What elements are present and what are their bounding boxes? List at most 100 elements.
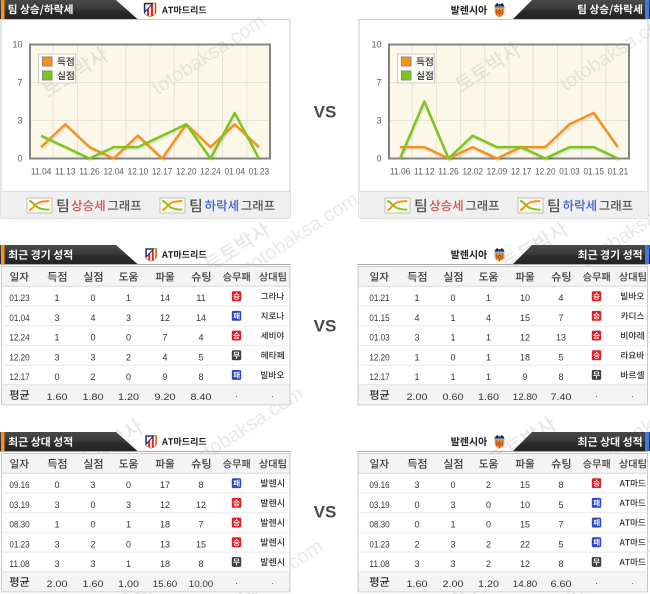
svg-text:01.15: 01.15 — [583, 167, 604, 177]
svg-text:2: 2 — [486, 539, 491, 549]
svg-text:2: 2 — [90, 372, 95, 382]
svg-text:5: 5 — [198, 352, 203, 362]
svg-text:·: · — [631, 391, 634, 401]
svg-text:12.10: 12.10 — [128, 167, 149, 177]
svg-text:3: 3 — [90, 559, 95, 569]
svg-text:1: 1 — [414, 372, 419, 382]
svg-text:5: 5 — [558, 500, 563, 510]
svg-text:01.04: 01.04 — [9, 313, 29, 323]
svg-text:12.20: 12.20 — [176, 167, 197, 177]
svg-text:1.60: 1.60 — [478, 392, 499, 402]
svg-text:1.60: 1.60 — [83, 579, 104, 589]
svg-text:·: · — [271, 578, 274, 588]
svg-text:VS: VS — [314, 316, 337, 335]
svg-text:12.09: 12.09 — [487, 167, 508, 177]
svg-text:7: 7 — [376, 78, 381, 88]
svg-text:1: 1 — [486, 352, 491, 362]
svg-text:3: 3 — [54, 539, 59, 549]
svg-text:01.21: 01.21 — [608, 167, 629, 177]
svg-text:0: 0 — [486, 500, 491, 510]
svg-text:3: 3 — [126, 500, 131, 510]
svg-text:1: 1 — [54, 520, 59, 530]
svg-text:12.02: 12.02 — [462, 167, 483, 177]
svg-text:15: 15 — [520, 520, 530, 530]
svg-text:8: 8 — [558, 480, 563, 490]
svg-text:0: 0 — [90, 500, 95, 510]
svg-text:11.04: 11.04 — [31, 167, 52, 177]
svg-text:01.23: 01.23 — [249, 167, 270, 177]
svg-text:11.13: 11.13 — [55, 167, 76, 177]
svg-text:12.80: 12.80 — [513, 392, 538, 402]
svg-text:1: 1 — [126, 293, 131, 303]
svg-text:2.00: 2.00 — [47, 579, 68, 589]
svg-text:0: 0 — [450, 293, 455, 303]
svg-text:8: 8 — [558, 372, 563, 382]
svg-text:7: 7 — [558, 520, 563, 530]
svg-text:0: 0 — [486, 520, 491, 530]
svg-text:8: 8 — [198, 480, 203, 490]
svg-text:0: 0 — [90, 293, 95, 303]
svg-text:0: 0 — [414, 520, 419, 530]
svg-text:4: 4 — [90, 313, 95, 323]
svg-text:2.00: 2.00 — [407, 392, 428, 402]
svg-text:9: 9 — [162, 372, 167, 382]
svg-text:12.20: 12.20 — [535, 167, 556, 177]
svg-text:VS: VS — [314, 102, 337, 121]
svg-text:3: 3 — [17, 116, 22, 126]
svg-text:12.17: 12.17 — [369, 372, 389, 382]
svg-text:2: 2 — [486, 480, 491, 490]
svg-text:3: 3 — [54, 500, 59, 510]
svg-text:7: 7 — [17, 78, 22, 88]
svg-text:3: 3 — [90, 352, 95, 362]
svg-text:1.60: 1.60 — [47, 392, 68, 402]
svg-text:8: 8 — [198, 372, 203, 382]
svg-text:01.03: 01.03 — [559, 167, 580, 177]
svg-text:01.15: 01.15 — [369, 313, 389, 323]
svg-text:22: 22 — [520, 539, 530, 549]
svg-text:2: 2 — [126, 352, 131, 362]
svg-text:12: 12 — [520, 559, 530, 569]
svg-text:3: 3 — [126, 313, 131, 323]
svg-text:12.20: 12.20 — [9, 352, 29, 362]
svg-text:·: · — [235, 578, 238, 588]
svg-text:11.06: 11.06 — [390, 167, 411, 177]
svg-text:12: 12 — [160, 313, 170, 323]
svg-text:11.26: 11.26 — [438, 167, 459, 177]
svg-text:09.16: 09.16 — [369, 480, 389, 490]
svg-text:0: 0 — [126, 372, 131, 382]
svg-text:17: 17 — [160, 480, 170, 490]
svg-text:0: 0 — [126, 333, 131, 343]
svg-text:03.19: 03.19 — [9, 500, 29, 510]
svg-text:01.03: 01.03 — [369, 333, 389, 343]
svg-text:·: · — [595, 391, 598, 401]
svg-text:09.16: 09.16 — [9, 480, 29, 490]
svg-text:2.00: 2.00 — [443, 579, 464, 589]
svg-text:·: · — [235, 391, 238, 401]
svg-text:3: 3 — [414, 480, 419, 490]
svg-text:13: 13 — [556, 333, 566, 343]
svg-text:4: 4 — [198, 333, 203, 343]
svg-text:1: 1 — [450, 333, 455, 343]
svg-text:3: 3 — [376, 116, 381, 126]
svg-text:11.08: 11.08 — [9, 559, 29, 569]
svg-text:0: 0 — [126, 480, 131, 490]
svg-text:01.04: 01.04 — [224, 167, 245, 177]
svg-text:0: 0 — [17, 154, 22, 164]
svg-text:3: 3 — [414, 333, 419, 343]
svg-text:3: 3 — [54, 559, 59, 569]
svg-text:9.20: 9.20 — [155, 392, 176, 402]
svg-text:7.40: 7.40 — [551, 392, 572, 402]
svg-text:10: 10 — [520, 500, 530, 510]
svg-text:3: 3 — [450, 500, 455, 510]
svg-text:10.00: 10.00 — [189, 579, 214, 589]
svg-text:11: 11 — [196, 293, 205, 303]
svg-text:01.23: 01.23 — [369, 539, 389, 549]
svg-text:2: 2 — [90, 539, 95, 549]
svg-text:1: 1 — [486, 293, 491, 303]
svg-text:01.21: 01.21 — [369, 293, 389, 303]
svg-text:15.60: 15.60 — [153, 579, 178, 589]
svg-text:7: 7 — [198, 520, 203, 530]
svg-text:12.20: 12.20 — [369, 352, 389, 362]
svg-text:1: 1 — [126, 520, 131, 530]
svg-text:1: 1 — [414, 352, 419, 362]
